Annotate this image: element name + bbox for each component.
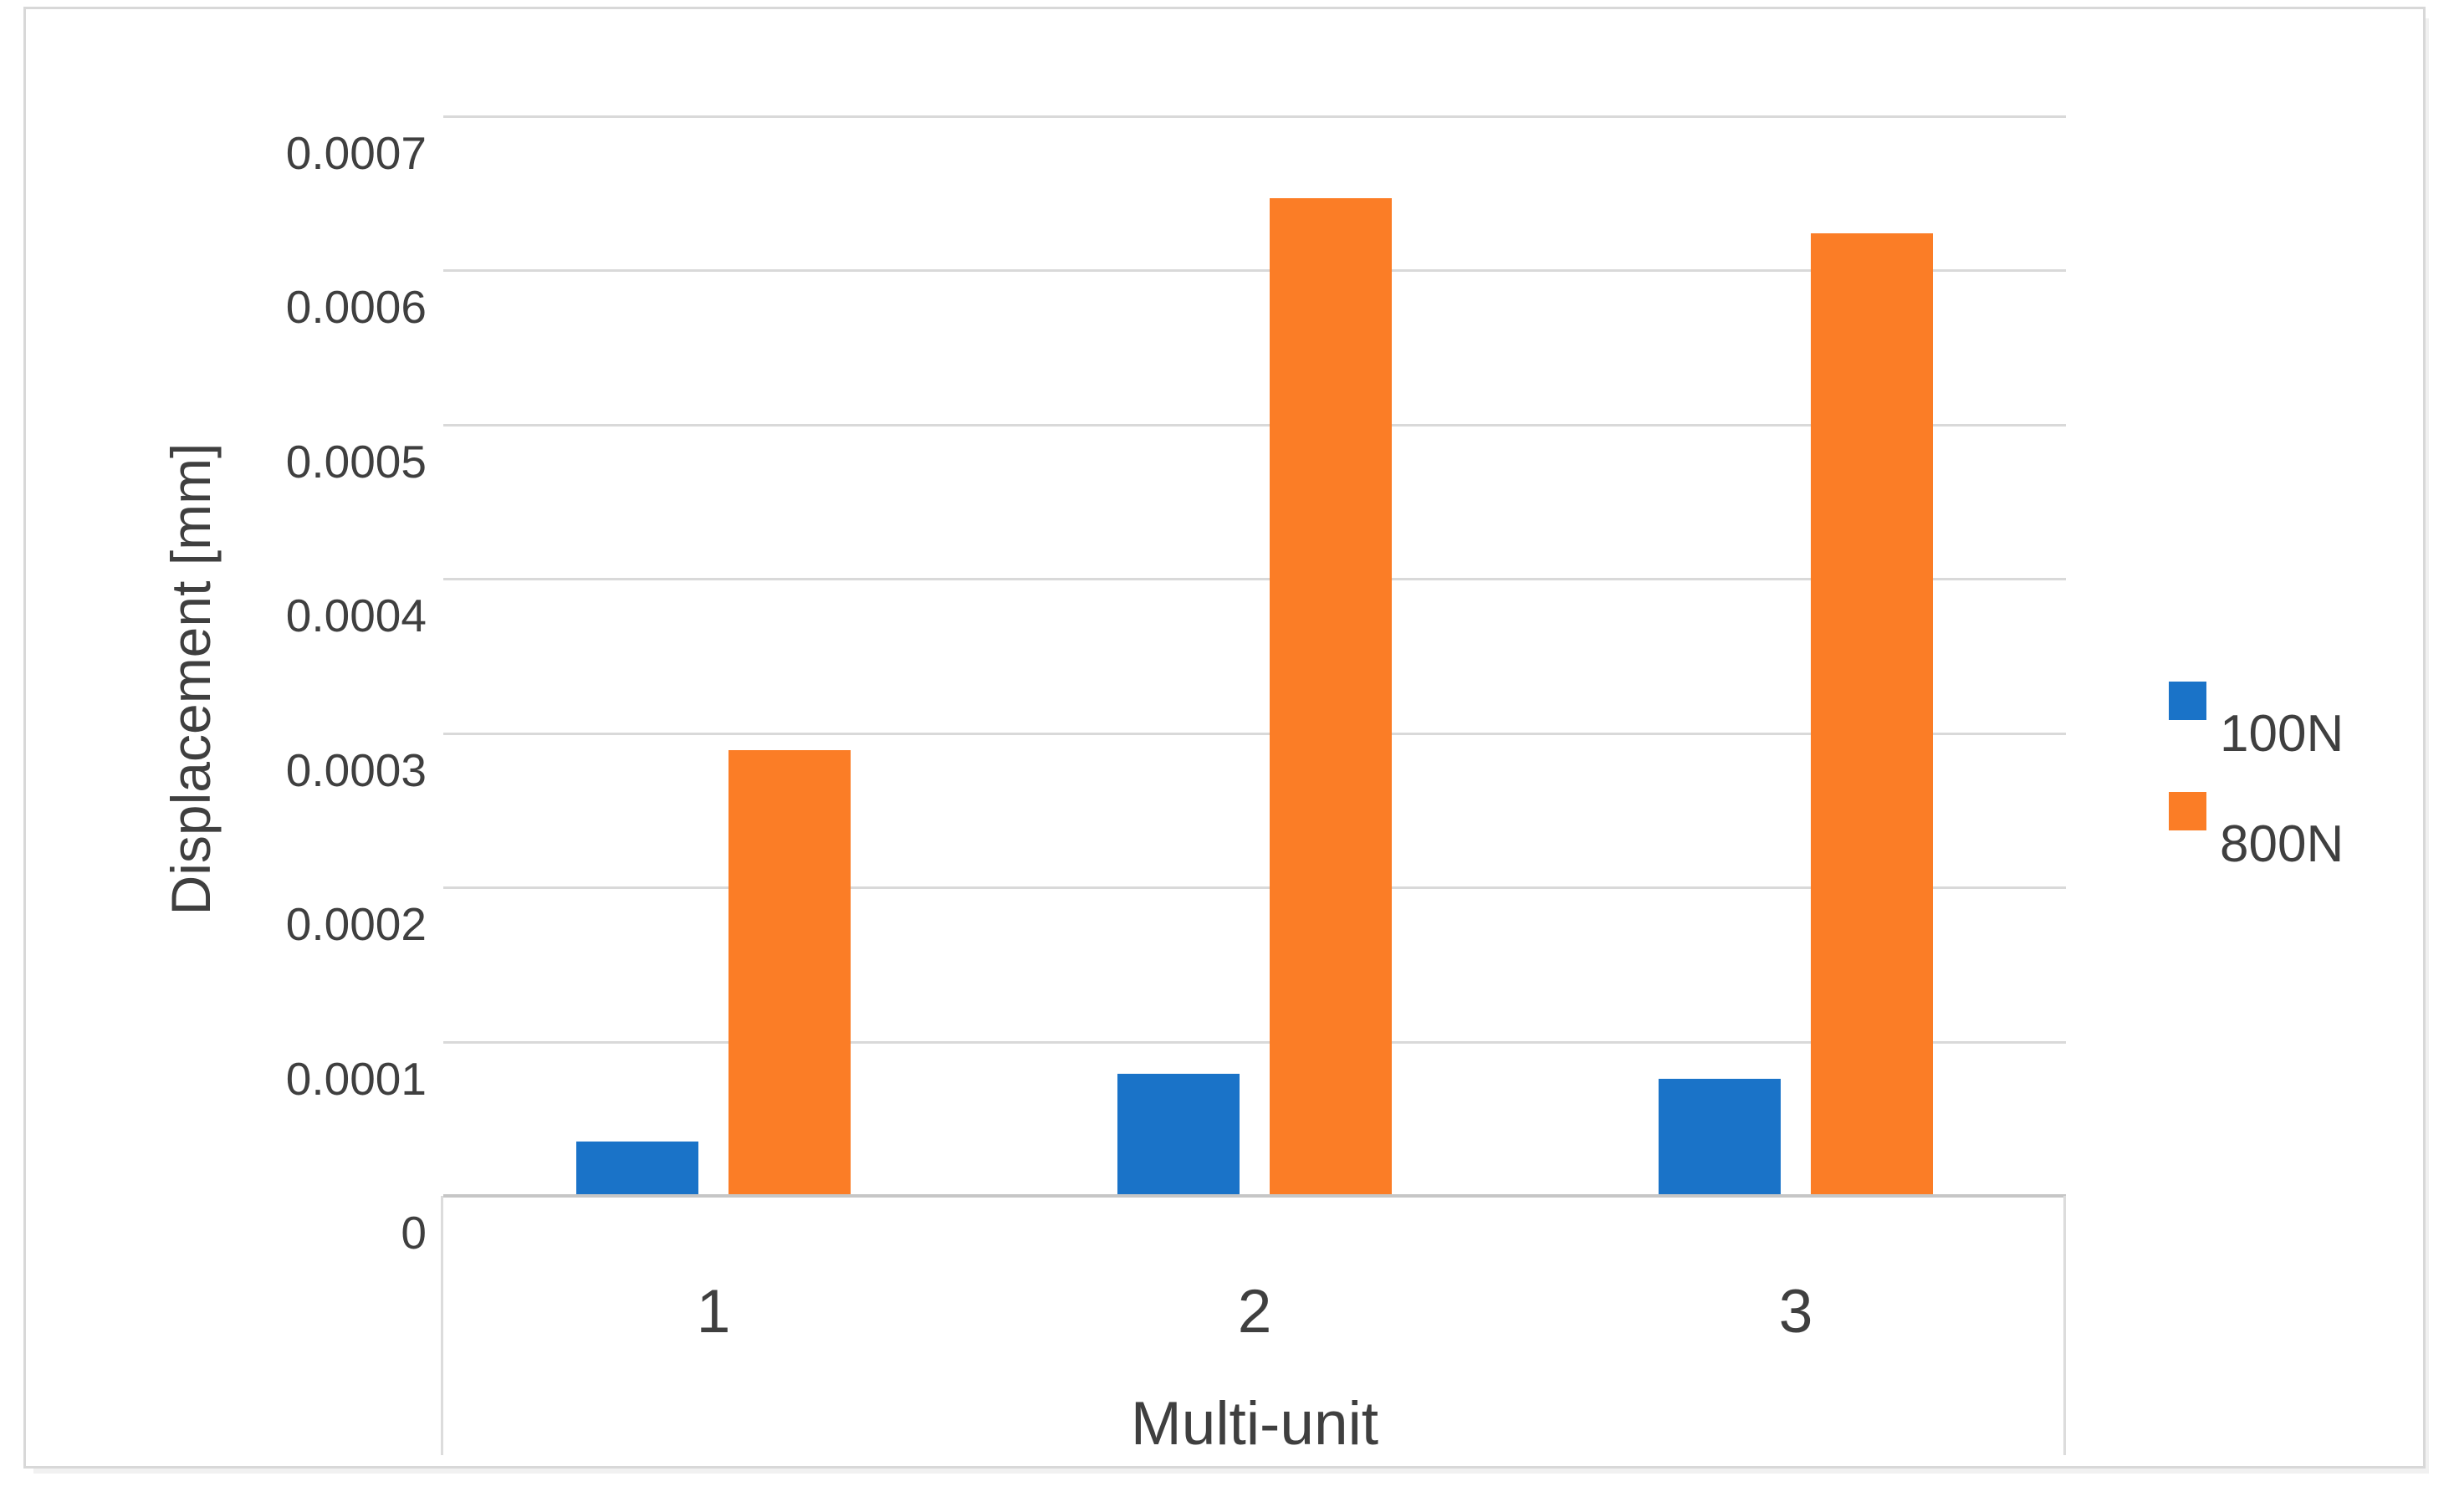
x-category-label-2: 2 — [1237, 1278, 1272, 1346]
bar-800N-category-2 — [1270, 198, 1392, 1196]
bar-group-3 — [1525, 116, 2066, 1196]
bar-100N-category-3 — [1658, 1079, 1781, 1196]
legend-item-800N: 800N — [2169, 792, 2344, 871]
legend-label-800N: 800N — [2220, 815, 2344, 873]
y-tick-label-0: 0 — [401, 1207, 427, 1259]
x-category-label-3: 3 — [1778, 1278, 1813, 1346]
legend-swatch-100N — [2169, 682, 2206, 720]
y-tick-label-0.0004: 0.0004 — [285, 590, 427, 642]
gridline-0.0003 — [443, 732, 2066, 735]
category-area-left-border — [441, 1196, 443, 1455]
category-area-right-border — [2063, 1196, 2066, 1455]
legend-item-100N: 100N — [2169, 682, 2344, 760]
gridline-0.0002 — [443, 886, 2066, 890]
x-axis-line — [443, 1194, 2066, 1198]
gridline-0.0001 — [443, 1040, 2066, 1044]
y-tick-label-0.0007: 0.0007 — [285, 127, 427, 179]
bar-100N-category-1 — [576, 1142, 699, 1196]
x-axis-title: Multi-unit — [1130, 1390, 1379, 1458]
gridline-0.0004 — [443, 578, 2066, 581]
bar-800N-category-1 — [729, 750, 851, 1196]
plot-area — [443, 115, 2066, 1196]
bar-800N-category-3 — [1810, 233, 1933, 1196]
legend-swatch-800N — [2169, 792, 2206, 830]
bar-group-1 — [443, 116, 984, 1196]
y-tick-label-0.0005: 0.0005 — [285, 435, 427, 488]
y-tick-label-0.0001: 0.0001 — [285, 1052, 427, 1105]
bar-groups — [443, 116, 2066, 1196]
y-tick-label-0.0002: 0.0002 — [285, 898, 427, 951]
gridline-0.0005 — [443, 423, 2066, 427]
x-category-label-1: 1 — [696, 1278, 731, 1346]
y-tick-label-0.0003: 0.0003 — [285, 743, 427, 796]
gridline-0.0006 — [443, 269, 2066, 273]
figure-border — [23, 7, 2426, 1469]
gridline-0.0007 — [443, 115, 2066, 118]
y-tick-label-0.0006: 0.0006 — [285, 281, 427, 334]
bar-group-2 — [984, 116, 1526, 1196]
y-axis-title: Displacement [mm] — [160, 442, 222, 916]
legend-label-100N: 100N — [2220, 705, 2344, 763]
bar-100N-category-2 — [1117, 1074, 1240, 1196]
